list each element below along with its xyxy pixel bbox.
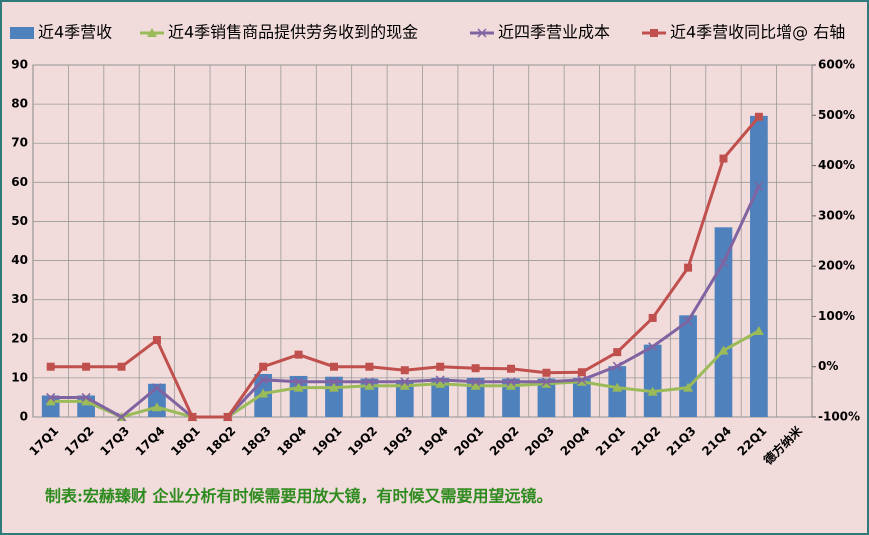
footer-note: 制表:宏赫臻财 企业分析有时候需要用放大镜，有时候又需要用望远镜。 [45,487,552,506]
bar [360,378,379,417]
marker [541,377,551,387]
marker [506,380,517,390]
y-tick-label: 10 [11,370,28,384]
marker [294,350,303,359]
marker [577,375,587,385]
marker [683,316,693,326]
marker [188,413,197,421]
marker [46,392,56,402]
marker [365,362,374,371]
y2-tick-label: 600% [818,58,855,72]
y-tick-label: 0 [20,410,28,424]
marker [470,380,481,390]
y-tick-label: 70 [11,136,28,150]
marker [46,362,55,371]
y2-tick-label: 100% [818,309,855,323]
marker [259,362,268,371]
marker [612,382,623,392]
legend-label: 近4季销售商品提供劳务收到的现金 [168,23,418,42]
legend-label: 近四季营业成本 [498,23,610,42]
marker [329,362,338,371]
marker [684,263,693,272]
marker [647,386,658,396]
bar [572,377,591,417]
bar [714,227,733,417]
marker [400,366,409,375]
marker [152,336,161,345]
y2-tick-label: -100% [818,410,860,424]
marker [152,383,162,393]
marker [364,377,374,387]
marker [542,368,551,377]
marker [753,325,764,335]
marker [683,382,694,392]
marker [648,342,658,352]
y2-tick-label: 400% [818,158,855,172]
marker [577,368,586,377]
marker [45,396,56,406]
marker [471,377,481,387]
marker [754,181,764,191]
marker [258,388,269,398]
y2-tick-label: 500% [818,108,855,122]
marker [81,392,91,402]
marker [294,377,304,387]
marker [151,402,162,412]
marker [293,382,304,392]
bar [643,344,662,417]
legend-swatch [10,27,34,39]
marker [364,380,375,390]
y-tick-label: 60 [11,175,28,189]
y-tick-label: 40 [11,253,28,267]
marker [117,362,126,371]
legend-label: 近4季营收同比增@ 右轴 [670,23,845,42]
marker [718,257,729,268]
marker [506,377,516,387]
marker [223,413,232,421]
legend-marker [477,28,487,38]
marker [436,362,445,371]
y2-tick-label: 200% [818,259,855,273]
marker [328,382,339,392]
y-tick-label: 80 [11,97,28,111]
marker [82,362,91,371]
marker [754,112,763,121]
bar [466,377,485,417]
marker [435,375,445,385]
bar [750,115,768,417]
marker [719,154,728,163]
marker [116,412,127,422]
legend-marker [147,28,157,37]
y-tick-label: 50 [11,214,28,228]
marker [258,375,268,385]
marker [81,396,92,406]
y2-tick-label: 0% [818,359,838,373]
marker [613,348,622,357]
marker [329,377,339,387]
y2-tick-label: 300% [818,208,855,222]
marker [718,345,729,355]
marker [471,364,480,373]
marker [399,380,410,390]
legend-marker [650,29,658,37]
marker [648,313,657,322]
bar [502,378,520,417]
y-tick-label: 20 [11,331,28,345]
bar [537,378,556,417]
marker [612,361,622,371]
marker [507,364,516,373]
y-tick-label: 90 [11,58,28,72]
bar [679,315,697,417]
legend-label: 近4季营收 [38,23,112,42]
y-tick-label: 30 [11,292,28,306]
marker [435,378,446,388]
marker [400,377,410,387]
